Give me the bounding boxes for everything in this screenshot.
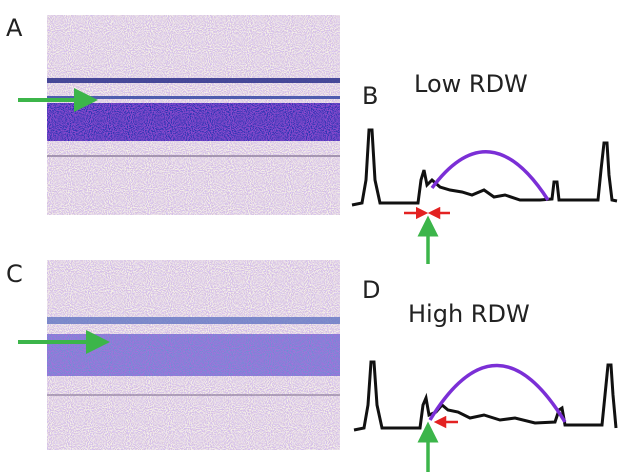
image-a <box>47 15 340 215</box>
fit-curve <box>428 363 567 423</box>
panel-title: Low RDW <box>414 70 528 98</box>
fit-curve <box>430 150 550 201</box>
panel-label: D <box>362 276 380 304</box>
panel-title: High RDW <box>408 300 530 328</box>
waveform <box>353 360 618 432</box>
panel-label: C <box>6 260 23 288</box>
waveform <box>351 128 618 207</box>
image-c <box>47 260 340 450</box>
panel-label: B <box>362 82 378 110</box>
panel-label: A <box>6 14 23 42</box>
